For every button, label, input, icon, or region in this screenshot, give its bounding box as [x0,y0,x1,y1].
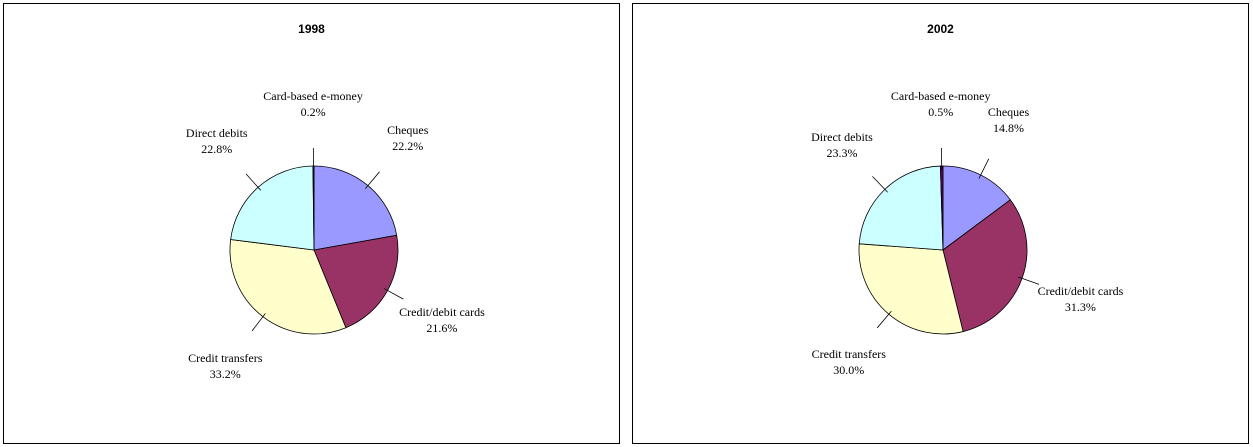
chart-title: 2002 [927,22,954,36]
chart-title: 1998 [298,22,325,36]
category-label: Credit transfers [811,346,886,361]
category-label: Cheques [387,123,429,138]
leader-line [383,288,404,300]
category-label: Direct debits [811,129,873,144]
leader-line [245,173,262,191]
data-label: Cheques 14.8% [988,104,1029,136]
data-label: Credit/debit cards 21.6% [399,304,485,336]
pie-slice [230,165,315,251]
pie-slice [858,165,944,251]
category-label: Card-based e-money [890,89,991,104]
leader-line [876,310,892,329]
category-label: Cheques [987,104,1030,119]
value-label: 30.0% [833,362,865,377]
data-label: Direct debits 23.3% [811,129,873,161]
pie-chart [229,147,404,335]
chart-panel: 2002 Cheques 14.8% Credit/debit cards 31.3%… [632,3,1249,444]
pie-chart [858,148,1040,335]
category-label: Credit transfers [188,350,263,365]
category-label: Card-based e-money [263,89,363,103]
value-label: 22.2% [392,139,424,154]
category-label: Credit/debit cards [1037,284,1124,299]
data-label: Credit/debit cards 31.3% [1038,283,1124,315]
data-label: Cheques 22.2% [387,122,428,154]
leader-line [978,158,990,179]
value-label: 14.8% [993,120,1025,135]
value-label: 0.5% [928,105,954,120]
value-label: 33.2% [209,366,241,381]
leader-line [365,171,380,189]
value-label: 23.3% [826,145,858,160]
value-label: 21.6% [426,321,458,336]
data-label: Card-based e-money 0.5% [891,88,991,120]
value-label: 31.3% [1064,300,1096,315]
leader-line [1018,276,1040,285]
category-label: Direct debits [185,126,248,141]
data-label: Card-based e-money 0.2% [263,88,363,120]
value-label: 22.8% [201,142,233,157]
data-label: Direct debits 22.8% [186,125,248,157]
chart-panel: 1998 Cheques 22.2% Credit/debit cards 21.6%… [3,3,620,444]
data-label: Credit transfers 30.0% [812,346,886,378]
leader-line [251,313,266,332]
leader-line [872,176,888,193]
category-label: Credit/debit cards [399,305,485,320]
data-label: Credit transfers 33.2% [188,350,262,382]
value-label: 0.2% [300,105,326,119]
